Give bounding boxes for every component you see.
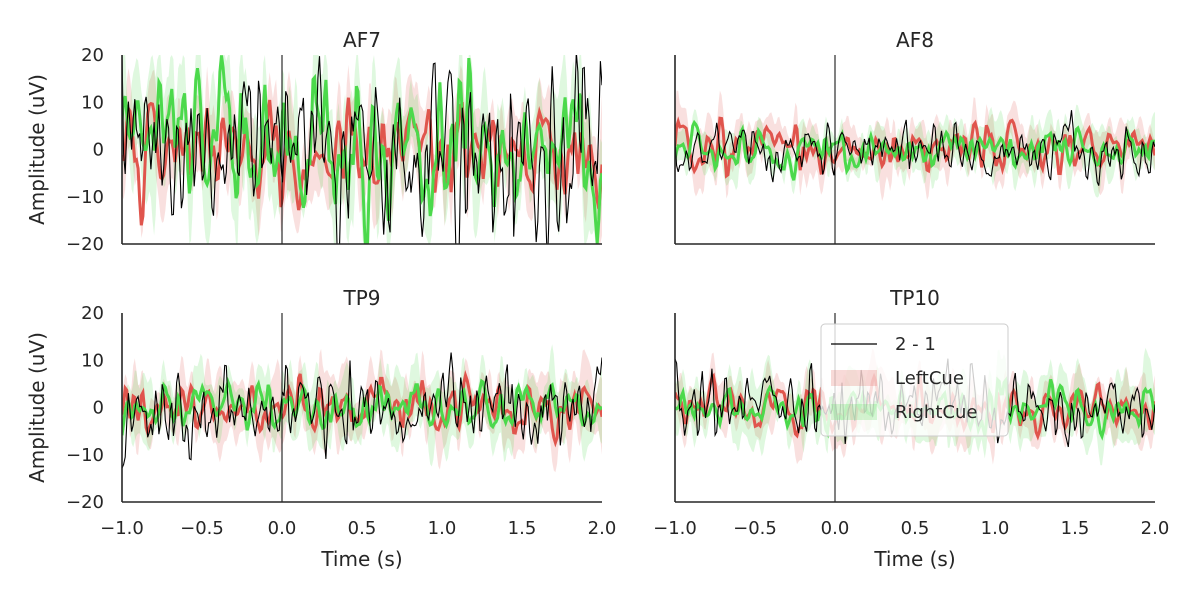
x-tick-label: 2.0 bbox=[1141, 518, 1170, 539]
y-tick-label: −20 bbox=[66, 234, 104, 255]
legend-label: LeftCue bbox=[895, 368, 964, 389]
panel-title: AF7 bbox=[343, 28, 381, 52]
difference-line bbox=[122, 55, 602, 244]
rightcue-line bbox=[122, 376, 602, 436]
y-tick-label: −10 bbox=[66, 187, 104, 208]
x-tick-label: −0.5 bbox=[733, 518, 777, 539]
x-tick-label: 2.0 bbox=[588, 518, 617, 539]
x-tick-label: 1.5 bbox=[508, 518, 537, 539]
y-tick-label: 0 bbox=[93, 398, 104, 419]
x-tick-label: −1.0 bbox=[100, 518, 144, 539]
x-tick-label: 1.5 bbox=[1061, 518, 1090, 539]
y-tick-label: 0 bbox=[93, 140, 104, 161]
x-tick-label: 1.0 bbox=[428, 518, 457, 539]
y-axis-label: Amplitude (uV) bbox=[25, 74, 49, 225]
x-tick-label: 0.5 bbox=[901, 518, 930, 539]
x-tick-label: 0.0 bbox=[268, 518, 297, 539]
rightcue-line bbox=[675, 119, 1155, 181]
y-tick-label: −10 bbox=[66, 445, 104, 466]
difference-line bbox=[122, 352, 602, 469]
panel-tp9: TP9 20 10 0 −10 −20 Amplitude (uV) −1.0 −0.5 0.0 0… bbox=[25, 286, 616, 571]
legend: 2 - 1 LeftCue RightCue bbox=[820, 323, 1009, 437]
y-tick-label: 20 bbox=[81, 303, 104, 324]
x-tick-label: 0.0 bbox=[821, 518, 850, 539]
legend-label: RightCue bbox=[895, 402, 977, 423]
y-tick-label: 10 bbox=[81, 92, 104, 113]
x-tick-label: −1.0 bbox=[653, 518, 697, 539]
y-tick-label: −20 bbox=[66, 492, 104, 513]
x-tick-label: 0.5 bbox=[348, 518, 377, 539]
plot-area bbox=[675, 90, 1155, 201]
legend-swatch-band bbox=[831, 404, 877, 420]
x-axis-label: Time (s) bbox=[873, 547, 955, 571]
x-axis-label: Time (s) bbox=[320, 547, 402, 571]
panel-title: AF8 bbox=[896, 28, 934, 52]
y-tick-label: 10 bbox=[81, 350, 104, 371]
legend-label: 2 - 1 bbox=[895, 334, 936, 355]
legend-box bbox=[820, 323, 1009, 437]
panel-af7: AF7 20 10 0 −10 −20 Amplitude (uV) bbox=[25, 28, 602, 255]
panel-title: TP10 bbox=[889, 286, 940, 310]
y-axis-label: Amplitude (uV) bbox=[25, 332, 49, 483]
x-tick-label: −0.5 bbox=[180, 518, 224, 539]
plot-area bbox=[122, 344, 602, 473]
y-tick-label: 20 bbox=[81, 45, 104, 66]
difference-line bbox=[675, 110, 1155, 186]
legend-swatch-band bbox=[831, 370, 877, 386]
x-tick-label: 1.0 bbox=[981, 518, 1010, 539]
plot-area bbox=[122, 55, 602, 244]
panel-title: TP9 bbox=[342, 286, 380, 310]
panel-af8: AF8 bbox=[674, 28, 1155, 245]
